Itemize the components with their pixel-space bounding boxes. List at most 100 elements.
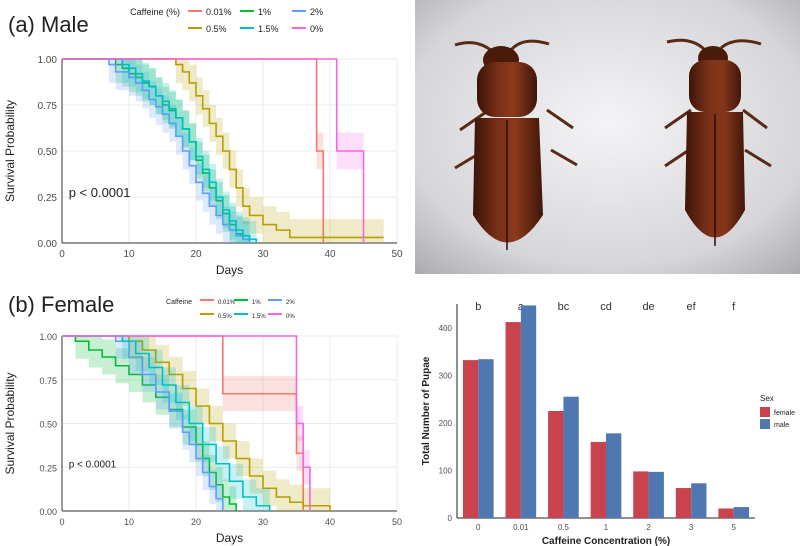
- bar-female: [633, 471, 649, 518]
- bar-female: [675, 488, 692, 518]
- significance-letter: de: [642, 301, 654, 313]
- y-axis-label: Survival Probability: [3, 100, 17, 202]
- x-axis-label: Days: [216, 531, 243, 545]
- ci-band-2%: [62, 59, 250, 243]
- bar-female: [505, 322, 521, 518]
- x-tick-label: 0: [59, 249, 65, 260]
- y-tick-label: 200: [439, 419, 453, 428]
- legend-label: 1.5%: [258, 24, 279, 34]
- bar-female: [718, 508, 734, 518]
- legend-title: Caffeine (%): [130, 7, 180, 17]
- x-tick-label: 0.01: [513, 523, 529, 532]
- female-survival-chart: 0 10 20 30 40 50 0.00 0.25 0.50 0.75 1.00 Days Survi…: [3, 299, 402, 545]
- bar-male: [478, 359, 494, 518]
- x-tick-label: 20: [191, 517, 201, 527]
- bar-male: [520, 305, 537, 518]
- survival-line-1.5%: [62, 335, 271, 511]
- significance-letter: b: [475, 301, 481, 313]
- y-tick-label: 1.00: [38, 55, 58, 66]
- legend-label: 1.5%: [252, 314, 266, 320]
- legend-label: 1%: [258, 7, 271, 17]
- legend-label: 1%: [252, 300, 261, 306]
- bar-male: [563, 396, 579, 518]
- bar-female: [548, 411, 564, 518]
- x-tick-label: 30: [258, 517, 268, 527]
- survival-line-0%: [62, 58, 365, 243]
- y-axis-label: Total Number of Pupae: [421, 356, 432, 465]
- legend-label: 2%: [310, 7, 323, 17]
- bar-male: [733, 507, 750, 518]
- legend-label: male: [774, 422, 789, 429]
- panel-a-title: (a) Male: [8, 12, 89, 37]
- pupae-bar-chart: 01002003004000b0.01a0.5bc1cd2de3ef5fCaff…: [421, 301, 795, 546]
- significance-letter: f: [732, 301, 736, 313]
- legend-label: 0%: [286, 314, 295, 320]
- male-survival-chart: 0 10 20 30 40 50 0.00 0.25 0.50 0.75 1.00 Days Survi…: [3, 7, 403, 277]
- legend-label: 0.01%: [206, 7, 232, 17]
- significance-letter: bc: [558, 301, 570, 313]
- beetle-right: [664, 38, 772, 246]
- x-tick-label: 40: [325, 517, 335, 527]
- y-tick-label: 0: [448, 514, 453, 523]
- x-tick-label: 0: [476, 523, 481, 532]
- bar-male: [648, 471, 664, 518]
- survival-line-0.5%: [62, 58, 384, 239]
- survival-line-2%: [62, 335, 224, 511]
- x-axis-label: Caffeine Concentration (%): [542, 536, 670, 546]
- survival-line-0.5%: [62, 335, 331, 511]
- significance-letter: ef: [687, 301, 697, 313]
- y-tick-label: 300: [439, 371, 453, 380]
- x-tick-label: 50: [391, 249, 403, 260]
- survival-line-2%: [62, 58, 251, 243]
- x-tick-label: 20: [190, 249, 202, 260]
- legend-title: Caffeine: [166, 299, 192, 306]
- panel-b-title: (b) Female: [8, 292, 115, 317]
- survival-line-1.5%: [62, 58, 258, 243]
- y-tick-label: 1.00: [39, 332, 57, 342]
- x-tick-label: 5: [731, 523, 736, 532]
- legend-title: Sex: [760, 394, 774, 403]
- legend-label: 0.5%: [206, 24, 227, 34]
- beetle-photo: [415, 0, 800, 274]
- x-tick-label: 0: [59, 517, 64, 527]
- survival-line-0%: [62, 335, 311, 511]
- bar-female: [462, 360, 479, 518]
- x-tick-label: 10: [123, 249, 135, 260]
- ci-band-0.01%: [62, 336, 304, 511]
- legend-swatch: [760, 419, 770, 429]
- legend-label: 0.01%: [218, 300, 236, 306]
- y-tick-label: 0.00: [38, 239, 58, 250]
- significance-letter: cd: [600, 301, 612, 313]
- y-tick-label: 400: [439, 324, 453, 333]
- y-tick-label: 0.25: [38, 193, 58, 204]
- beetle-left: [454, 39, 578, 250]
- legend-swatch: [760, 407, 770, 417]
- x-tick-label: 3: [689, 523, 694, 532]
- y-axis-label: Survival Probability: [3, 372, 17, 474]
- p-value-annotation: p < 0.0001: [69, 185, 131, 200]
- x-tick-label: 2: [646, 523, 651, 532]
- y-tick-label: 0.75: [38, 101, 58, 112]
- y-tick-label: 0.50: [38, 147, 58, 158]
- legend-label: female: [774, 410, 795, 417]
- bar-female: [590, 441, 606, 518]
- y-tick-label: 0.00: [39, 507, 57, 517]
- ci-band-1%: [62, 336, 237, 511]
- legend-label: 0.5%: [218, 314, 232, 320]
- bar-male: [691, 483, 707, 518]
- y-tick-label: 0.75: [39, 376, 57, 386]
- x-tick-label: 1: [604, 523, 609, 532]
- x-axis-label: Days: [216, 263, 243, 277]
- x-tick-label: 0.5: [558, 523, 570, 532]
- ci-band-1.5%: [62, 336, 270, 511]
- legend-label: 0%: [310, 24, 323, 34]
- x-tick-label: 10: [124, 517, 134, 527]
- legend-label: 2%: [286, 300, 295, 306]
- y-tick-label: 0.25: [39, 463, 57, 473]
- x-tick-label: 40: [324, 249, 336, 260]
- p-value-annotation: p < 0.0001: [69, 459, 117, 470]
- x-tick-label: 30: [257, 249, 269, 260]
- y-tick-label: 0.50: [39, 420, 57, 430]
- x-tick-label: 50: [392, 517, 402, 527]
- bar-male: [606, 433, 622, 518]
